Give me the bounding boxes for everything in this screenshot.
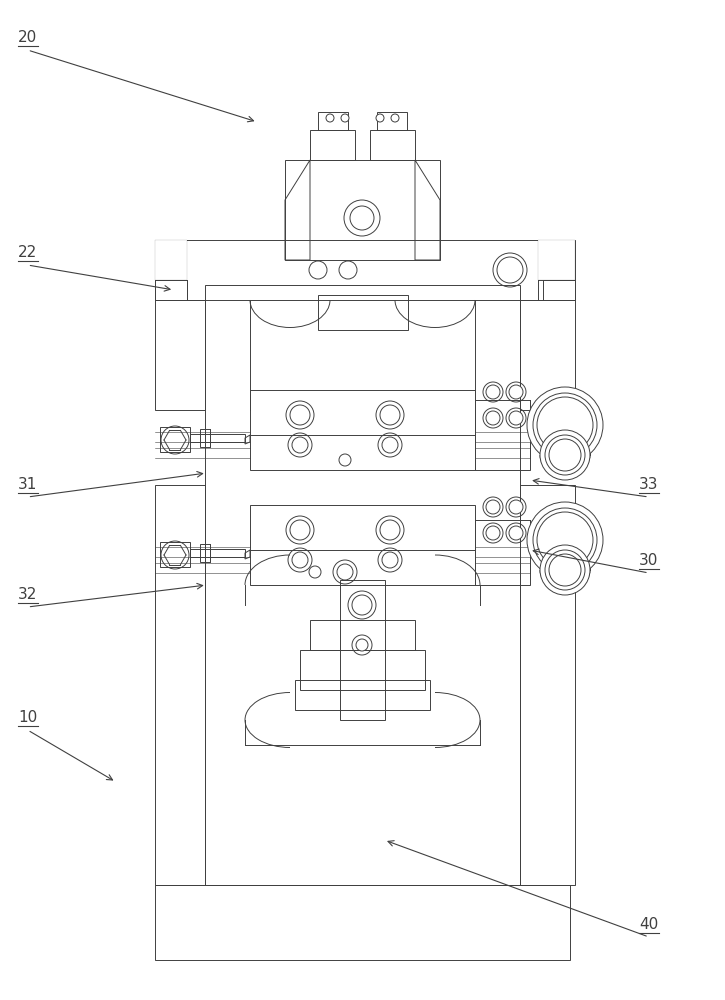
Bar bbox=[520, 485, 575, 885]
Bar bbox=[160, 542, 190, 567]
Circle shape bbox=[549, 439, 581, 471]
Bar bbox=[295, 680, 430, 710]
Circle shape bbox=[486, 411, 500, 425]
Circle shape bbox=[486, 500, 500, 514]
Bar bbox=[340, 580, 385, 720]
Bar bbox=[200, 429, 210, 447]
Bar bbox=[155, 240, 187, 280]
Circle shape bbox=[341, 114, 349, 122]
Text: 30: 30 bbox=[639, 553, 658, 568]
Circle shape bbox=[292, 437, 308, 453]
Circle shape bbox=[292, 552, 308, 568]
Circle shape bbox=[356, 639, 368, 651]
Circle shape bbox=[380, 520, 400, 540]
Bar bbox=[160, 427, 190, 452]
Bar bbox=[538, 240, 575, 280]
Bar bbox=[155, 885, 570, 960]
Bar bbox=[520, 300, 575, 410]
Bar bbox=[155, 240, 575, 300]
Text: 33: 33 bbox=[639, 477, 658, 492]
Text: 31: 31 bbox=[18, 477, 37, 492]
Circle shape bbox=[509, 411, 523, 425]
Bar bbox=[543, 280, 575, 300]
Circle shape bbox=[549, 554, 581, 586]
Text: 20: 20 bbox=[18, 30, 37, 45]
Bar bbox=[250, 505, 475, 585]
Bar bbox=[155, 280, 187, 300]
Circle shape bbox=[382, 437, 398, 453]
Bar bbox=[190, 549, 245, 557]
Circle shape bbox=[391, 114, 399, 122]
Bar bbox=[250, 390, 475, 470]
Text: 22: 22 bbox=[18, 245, 37, 260]
Bar bbox=[300, 650, 425, 690]
Bar bbox=[200, 544, 210, 562]
Circle shape bbox=[380, 405, 400, 425]
Circle shape bbox=[376, 114, 384, 122]
Bar bbox=[377, 112, 407, 130]
Circle shape bbox=[497, 257, 523, 283]
Bar bbox=[318, 295, 408, 330]
Bar bbox=[205, 285, 520, 885]
Bar bbox=[155, 485, 205, 885]
Circle shape bbox=[509, 500, 523, 514]
Circle shape bbox=[486, 526, 500, 540]
Bar bbox=[370, 130, 415, 160]
Circle shape bbox=[537, 512, 593, 568]
Circle shape bbox=[326, 114, 334, 122]
Circle shape bbox=[290, 520, 310, 540]
Bar bbox=[475, 520, 530, 585]
Bar bbox=[285, 160, 440, 260]
Circle shape bbox=[509, 526, 523, 540]
Text: 40: 40 bbox=[639, 917, 658, 932]
Circle shape bbox=[540, 430, 590, 480]
Bar bbox=[310, 620, 415, 650]
Circle shape bbox=[337, 564, 353, 580]
Bar bbox=[318, 112, 348, 130]
Circle shape bbox=[527, 502, 603, 578]
Circle shape bbox=[352, 595, 372, 615]
Circle shape bbox=[350, 206, 374, 230]
Bar bbox=[190, 434, 245, 442]
Text: 32: 32 bbox=[18, 587, 37, 602]
Circle shape bbox=[486, 385, 500, 399]
Circle shape bbox=[382, 552, 398, 568]
Circle shape bbox=[509, 385, 523, 399]
Bar bbox=[310, 130, 355, 160]
Circle shape bbox=[527, 387, 603, 463]
Text: 10: 10 bbox=[18, 710, 37, 725]
Bar bbox=[155, 300, 205, 410]
Circle shape bbox=[290, 405, 310, 425]
Bar bbox=[475, 400, 530, 470]
Circle shape bbox=[537, 397, 593, 453]
Circle shape bbox=[540, 545, 590, 595]
